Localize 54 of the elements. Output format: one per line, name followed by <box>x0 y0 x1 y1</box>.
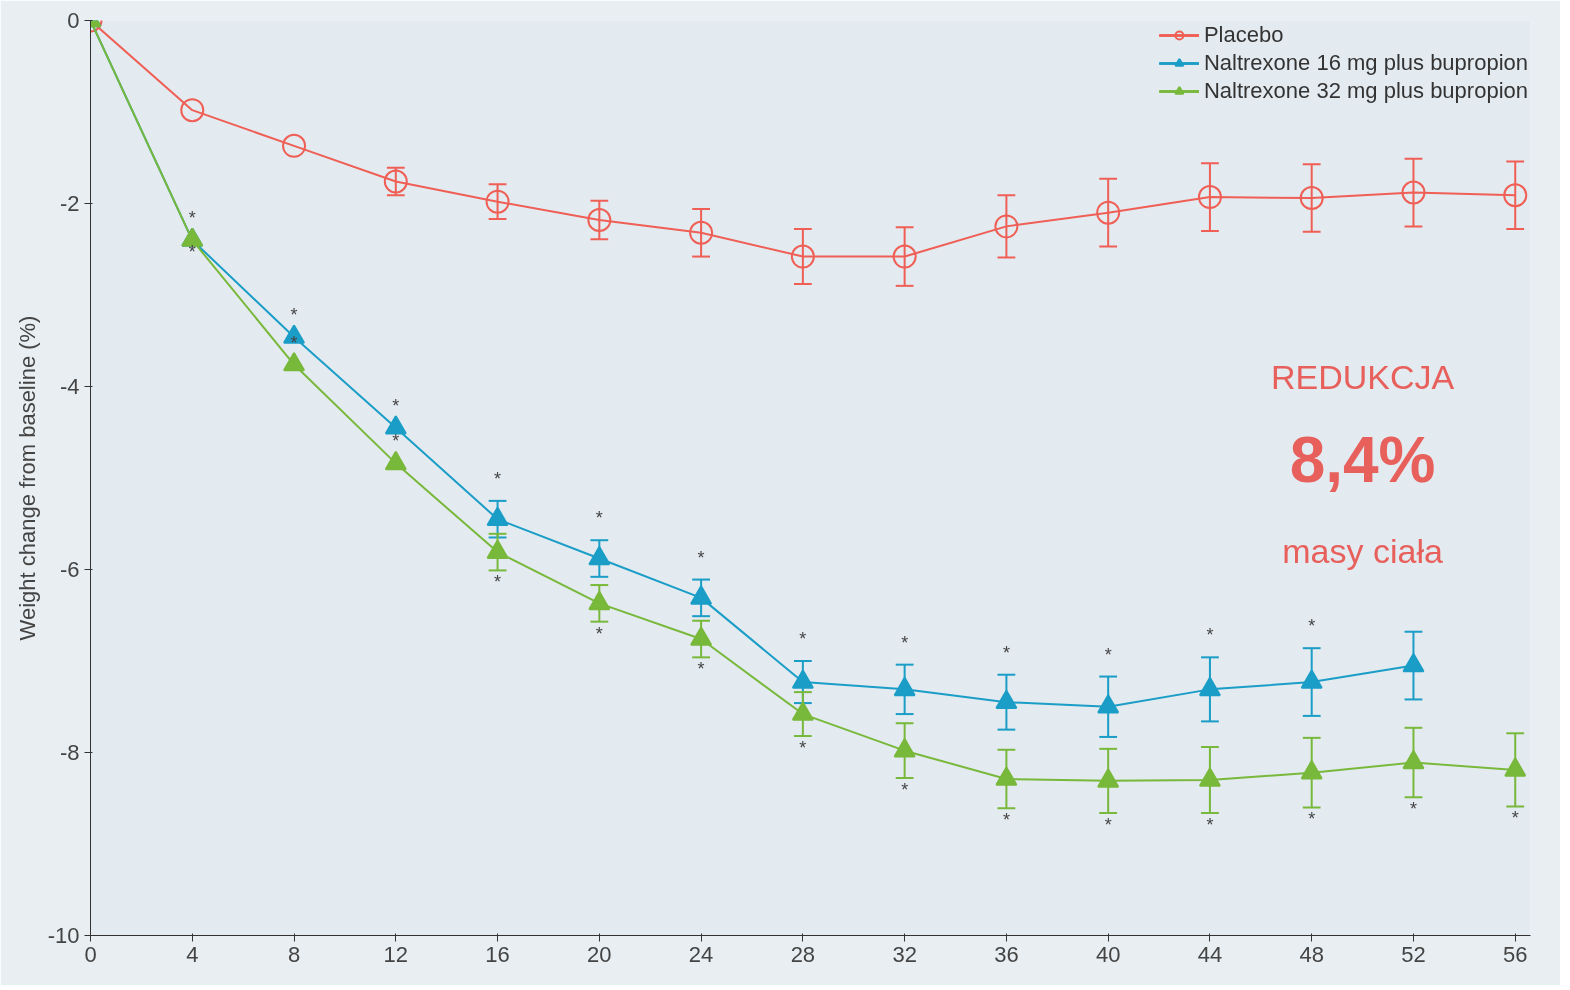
x-tick-label: 40 <box>1095 941 1121 967</box>
annotation: * <box>1308 809 1316 830</box>
annotation: * <box>392 431 400 452</box>
x-tick-label: 52 <box>1401 941 1426 967</box>
annotation: * <box>494 468 502 489</box>
x-tick-label: 0 <box>84 941 97 967</box>
legend-label: Placebo <box>1203 22 1284 48</box>
x-tick-label: 8 <box>287 941 301 967</box>
annotation: * <box>799 738 807 759</box>
legend-label: Naltrexone 16 mg plus bupropion <box>1203 50 1528 76</box>
annotation: * <box>392 395 400 416</box>
annotation: * <box>188 208 196 229</box>
annotation: * <box>697 659 705 680</box>
x-tick-label: 28 <box>790 941 816 967</box>
annotation: * <box>290 332 298 353</box>
annotation: * <box>901 632 909 653</box>
annotation: * <box>1206 625 1214 646</box>
y-tick-label: -4 <box>59 374 80 399</box>
annotation: * <box>1002 642 1010 663</box>
annotation: * <box>188 242 196 263</box>
x-tick-label: 24 <box>688 941 714 967</box>
annotation: * <box>1002 810 1010 831</box>
y-tick-label: -10 <box>47 923 80 948</box>
y-tick-label: -6 <box>59 557 80 582</box>
y-axis-title: Weight change from baseline (%) <box>14 315 40 641</box>
x-tick-label: 56 <box>1503 941 1528 967</box>
x-tick-label: 36 <box>994 941 1019 967</box>
x-tick-label: 12 <box>383 941 409 967</box>
annotation: * <box>1511 808 1519 829</box>
annotation: 8,4% <box>1289 423 1436 496</box>
annotation: * <box>901 780 909 801</box>
annotation: * <box>595 623 603 644</box>
annotation: * <box>290 305 298 326</box>
legend-label: Naltrexone 32 mg plus bupropion <box>1203 78 1528 104</box>
annotation: REDUKCJA <box>1270 358 1455 397</box>
x-tick-label: 32 <box>892 941 917 967</box>
annotation: * <box>595 508 603 529</box>
x-tick-label: 20 <box>587 941 612 967</box>
annotation: * <box>1409 799 1417 820</box>
y-tick-label: 0 <box>67 8 80 33</box>
x-tick-label: 4 <box>186 941 199 967</box>
annotation: masy ciała <box>1282 532 1443 571</box>
x-tick-label: 48 <box>1299 941 1324 967</box>
y-tick-label: -8 <box>59 740 80 765</box>
y-tick-label: -2 <box>59 191 80 216</box>
annotation: * <box>494 572 502 593</box>
x-tick-label: 16 <box>485 941 510 967</box>
annotation: * <box>1308 616 1316 637</box>
annotation: * <box>1104 644 1112 665</box>
annotation: * <box>697 547 705 568</box>
annotation: * <box>1206 814 1214 835</box>
annotation: * <box>1104 814 1112 835</box>
x-tick-label: 44 <box>1197 941 1223 967</box>
annotation: * <box>799 629 807 649</box>
